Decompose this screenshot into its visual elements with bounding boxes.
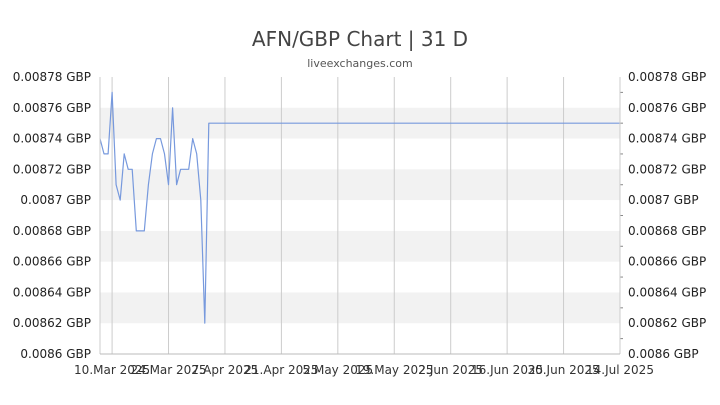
y-tick-label-left: 0.0086 GBP — [20, 347, 91, 361]
plot-bands — [100, 107, 620, 324]
series-line — [99, 91, 620, 324]
x-tick-label: 10.Mar 2025 — [74, 363, 150, 377]
y-tick-label-right: 0.00864 GBP — [628, 285, 706, 299]
y-tick-label-right: 0.00868 GBP — [628, 224, 706, 238]
x-tick-label: 24.Mar 2025 — [130, 363, 206, 377]
y-tick-label-left: 0.00878 GBP — [13, 70, 91, 84]
y-tick-label-right: 0.0086 GBP — [628, 347, 699, 361]
y-tick-label-left: 0.00862 GBP — [13, 316, 91, 330]
y-tick-label-right: 0.00866 GBP — [628, 255, 706, 269]
grid-band — [100, 169, 620, 201]
x-tick-label: 2.Jun 2025 — [418, 363, 483, 377]
grid-band — [100, 230, 620, 262]
y-tick-label-right: 0.00862 GBP — [628, 316, 706, 330]
x-tick-label: 16.Jun 2025 — [471, 363, 543, 377]
x-tick-label: 14.Jul 2025 — [586, 363, 654, 377]
chart-subtitle: liveexchanges.com — [307, 57, 412, 70]
y-tick-label-right: 0.00872 GBP — [628, 162, 706, 176]
plot-series — [99, 91, 620, 324]
y-tick-label-right: 0.0087 GBP — [628, 193, 699, 207]
y-tick-label-left: 0.00864 GBP — [13, 285, 91, 299]
y-tick-label-left: 0.0087 GBP — [20, 193, 91, 207]
y-tick-label-left: 0.00874 GBP — [13, 132, 91, 146]
y-tick-label-left: 0.00868 GBP — [13, 224, 91, 238]
x-tick-label: 21.Apr 2025 — [244, 363, 318, 377]
x-tick-label: 7.Apr 2025 — [192, 363, 259, 377]
grid-band — [100, 292, 620, 324]
y-tick-label-left: 0.00866 GBP — [13, 255, 91, 269]
x-tick-label: 30.Jun 2025 — [527, 363, 599, 377]
y-tick-label-right: 0.00878 GBP — [628, 70, 706, 84]
y-tick-label-left: 0.00872 GBP — [13, 162, 91, 176]
y-tick-label-right: 0.00876 GBP — [628, 101, 706, 115]
x-tick-label: 5.May 2025 — [303, 363, 374, 377]
y-tick-label-right: 0.00874 GBP — [628, 132, 706, 146]
y-tick-label-left: 0.00876 GBP — [13, 101, 91, 115]
chart-title: AFN/GBP Chart | 31 D — [252, 27, 468, 51]
x-tick-label: 19.May 2025 — [355, 363, 433, 377]
